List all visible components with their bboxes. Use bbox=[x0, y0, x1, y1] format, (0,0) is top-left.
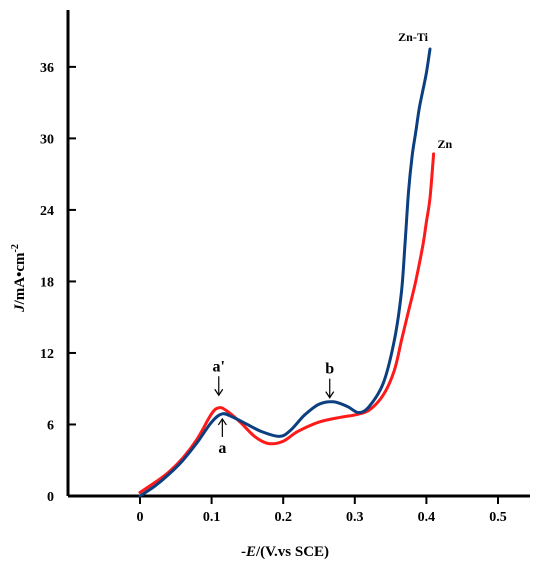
y-axis-var: J bbox=[12, 304, 28, 313]
annotation-label: a bbox=[218, 440, 226, 457]
x-axis-var: E bbox=[245, 544, 256, 560]
y-tick-label: 6 bbox=[47, 418, 54, 433]
y-ticks: 0 6 12 18 24 30 36 bbox=[40, 61, 76, 505]
x-axis-title: -E/(V.vs SCE) bbox=[241, 544, 329, 560]
x-tick-label: 0.1 bbox=[203, 510, 221, 525]
x-tick-label: 0.2 bbox=[274, 510, 292, 525]
series-line-zn bbox=[138, 152, 436, 494]
y-tick-label: 0 bbox=[47, 490, 54, 505]
series-label-zn: Zn bbox=[438, 137, 453, 151]
y-tick-label: 18 bbox=[40, 275, 54, 290]
y-tick-label: 12 bbox=[40, 347, 54, 362]
series-layer: Zn-Ti Zn bbox=[138, 30, 453, 498]
annotation-label: a' bbox=[213, 358, 225, 375]
y-axis-unit: /mA•cm bbox=[12, 252, 28, 305]
x-ticks: 0 0.1 0.2 0.3 0.4 0.5 bbox=[137, 496, 507, 525]
x-tick-label: 0 bbox=[137, 510, 144, 525]
y-tick-label: 30 bbox=[40, 132, 54, 147]
series-label-zn-ti: Zn-Ti bbox=[398, 30, 428, 44]
x-tick-label: 0.4 bbox=[418, 510, 436, 525]
y-tick-label: 24 bbox=[40, 204, 54, 219]
y-tick-label: 36 bbox=[40, 61, 54, 76]
annotation-label: b bbox=[325, 361, 334, 378]
series-line-zn-ti bbox=[138, 47, 432, 498]
annotation-arrowhead bbox=[214, 388, 224, 397]
y-axis-title: J/mA•cm-2 bbox=[10, 244, 28, 313]
x-axis-prefix: - bbox=[241, 544, 246, 560]
annotation-layer: a' a b bbox=[213, 358, 335, 457]
x-tick-label: 0.3 bbox=[346, 510, 364, 525]
x-axis-unit: /(V.vs SCE) bbox=[255, 544, 329, 560]
annotation-arrowhead bbox=[325, 391, 335, 399]
y-axis-sup: -2 bbox=[10, 244, 21, 252]
x-tick-label: 0.5 bbox=[489, 510, 507, 525]
axes bbox=[66, 10, 530, 498]
annotation-arrowhead bbox=[217, 417, 227, 426]
